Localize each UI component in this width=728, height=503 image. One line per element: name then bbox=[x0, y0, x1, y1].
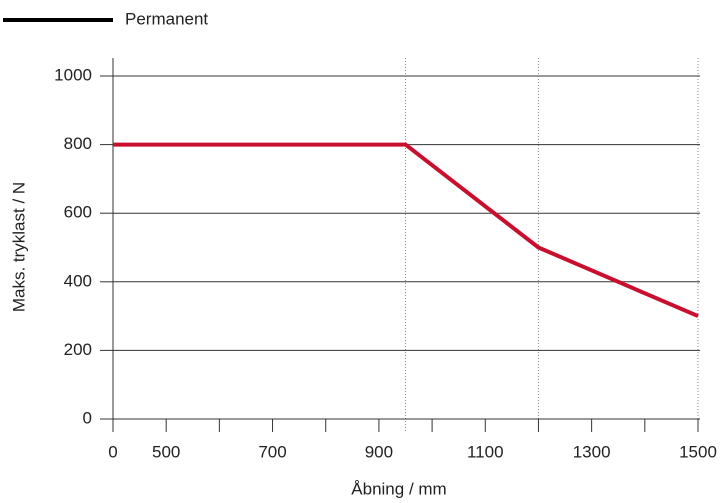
x-tick-label: 900 bbox=[365, 442, 393, 461]
y-tick-label: 600 bbox=[64, 203, 92, 222]
y-axis-label: Maks. tryklast / N bbox=[9, 182, 28, 312]
legend-label: Permanent bbox=[125, 9, 208, 28]
x-axis-label: Åbning / mm bbox=[351, 479, 446, 498]
x-tick-label: 1300 bbox=[573, 442, 611, 461]
x-tick-label: 500 bbox=[152, 442, 180, 461]
x-tick-label: 1500 bbox=[679, 442, 717, 461]
x-tick-label: 1100 bbox=[467, 442, 504, 461]
y-tick-label: 800 bbox=[64, 134, 92, 153]
y-tick-label: 400 bbox=[64, 271, 92, 290]
x-tick-label: 700 bbox=[258, 442, 286, 461]
x-tick-label: 0 bbox=[108, 442, 117, 461]
data-line bbox=[113, 142, 699, 318]
y-tick-label: 200 bbox=[64, 340, 92, 359]
y-tick-label: 1000 bbox=[54, 65, 92, 84]
y-tick-label: 0 bbox=[83, 408, 92, 427]
